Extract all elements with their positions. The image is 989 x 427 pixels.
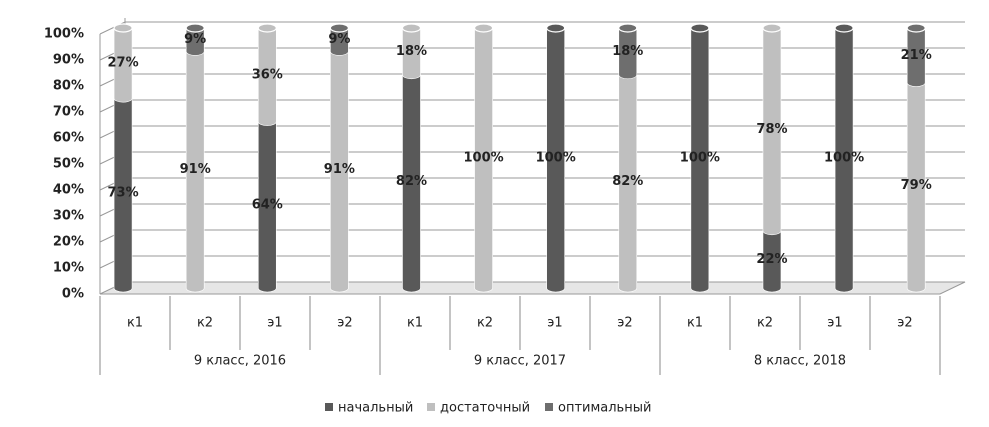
value-label: 100%: [536, 151, 576, 166]
bar-cap: [834, 23, 854, 33]
value-label: 73%: [108, 186, 139, 201]
value-label: 79%: [901, 178, 932, 193]
bar-cap: [257, 23, 277, 33]
y-tick-label: 40%: [53, 183, 84, 198]
y-tick-label: 50%: [53, 157, 84, 172]
y-tick-label: 30%: [53, 209, 84, 224]
y-tick-label: 70%: [53, 105, 84, 120]
grid-line: [99, 21, 965, 35]
x-tick-label: к1: [687, 316, 703, 331]
bar-cap: [113, 23, 133, 33]
bar-cap: [329, 23, 349, 33]
x-tick-label: э1: [547, 316, 562, 331]
legend-swatch: [545, 403, 553, 411]
bar-cap: [546, 23, 566, 33]
y-tick-label: 10%: [53, 261, 84, 276]
value-label: 18%: [612, 44, 643, 59]
legend-label: достаточный: [440, 401, 530, 416]
y-tick-label: 20%: [53, 235, 84, 250]
group-label: 9 класс, 2017: [474, 354, 566, 369]
value-label: 91%: [180, 162, 211, 177]
value-label: 21%: [901, 48, 932, 63]
y-tick-label: 60%: [53, 131, 84, 146]
x-tick-label: э1: [267, 316, 282, 331]
x-tick-label: к2: [477, 316, 493, 331]
value-label: 22%: [756, 252, 787, 267]
bar-cap: [618, 23, 638, 33]
value-label: 78%: [756, 122, 787, 137]
bar-cap: [762, 23, 782, 33]
value-label: 100%: [463, 151, 503, 166]
value-label: 100%: [824, 151, 864, 166]
x-tick-label: э2: [897, 316, 912, 331]
bar-cap: [690, 23, 710, 33]
x-tick-label: э2: [617, 316, 632, 331]
group-label: 8 класс, 2018: [754, 354, 846, 369]
bar-cap: [185, 23, 205, 33]
y-tick-label: 80%: [53, 79, 84, 94]
x-tick-label: к1: [407, 316, 423, 331]
legend-swatch: [325, 403, 333, 411]
legend-label: оптимальный: [558, 401, 651, 416]
value-label: 82%: [612, 174, 643, 189]
value-label: 9%: [328, 32, 350, 47]
x-tick-label: к2: [757, 316, 773, 331]
x-tick-label: э1: [827, 316, 842, 331]
y-tick-label: 90%: [53, 53, 84, 68]
x-tick-label: э2: [337, 316, 352, 331]
x-tick-label: к1: [127, 316, 143, 331]
bar-cap: [906, 23, 926, 33]
bar-cap: [401, 23, 422, 33]
value-label: 91%: [324, 162, 355, 177]
legend-label: начальный: [338, 401, 413, 416]
value-label: 100%: [680, 151, 720, 166]
value-label: 82%: [396, 174, 427, 189]
y-tick-label: 100%: [44, 27, 84, 42]
bar-cap: [473, 23, 494, 33]
value-label: 64%: [252, 197, 283, 212]
y-tick-label: 0%: [62, 287, 84, 302]
value-label: 18%: [396, 44, 427, 59]
group-label: 9 класс, 2016: [194, 354, 286, 369]
legend-swatch: [427, 403, 435, 411]
x-tick-label: к2: [197, 316, 213, 331]
value-label: 9%: [184, 32, 206, 47]
value-label: 27%: [108, 56, 139, 71]
value-label: 36%: [252, 67, 283, 82]
